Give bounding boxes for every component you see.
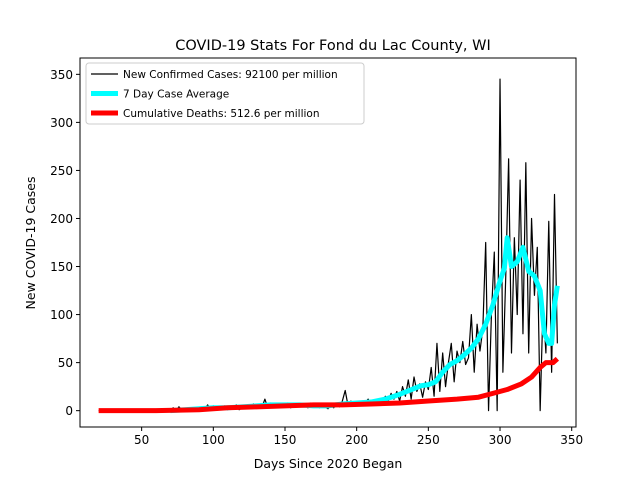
legend-label: 7 Day Case Average [123, 89, 229, 101]
y-tick-label: 150 [50, 260, 73, 274]
legend: New Confirmed Cases: 92100 per million 7 … [85, 62, 365, 125]
legend-box [85, 62, 365, 125]
y-tick-label: 50 [58, 356, 73, 370]
x-axis-label: Days Since 2020 Began [254, 456, 403, 471]
axes-layer: 50 100 150 200 250 300 350 0 50 100 150 200 250 300 35… [50, 57, 583, 447]
x-tick-label: 50 [134, 433, 149, 447]
y-tick-label: 350 [50, 68, 73, 82]
series-line-3 [98, 356, 560, 414]
y-axis-label: New COVID-19 Cases [23, 177, 38, 310]
x-tick-label: 150 [274, 433, 297, 447]
legend-label: Cumulative Deaths: 512.6 per million [123, 108, 320, 120]
x-tick-label: 300 [489, 433, 512, 447]
plot-frame [79, 57, 577, 428]
y-tick-label: 0 [65, 404, 73, 418]
y-tick-label: 100 [50, 308, 73, 322]
x-tick-label: 200 [345, 433, 368, 447]
y-tick-label: 250 [50, 164, 73, 178]
series-layer [98, 78, 560, 414]
y-tick-label: 200 [50, 212, 73, 226]
x-tick-label: 250 [417, 433, 440, 447]
chart-title: COVID-19 Stats For Fond du Lac County, W… [175, 38, 491, 54]
x-tick-label: 100 [202, 433, 225, 447]
y-tick-label: 300 [50, 116, 73, 130]
legend-label: New Confirmed Cases: 92100 per million [123, 69, 338, 81]
x-tick-label: 350 [560, 433, 583, 447]
